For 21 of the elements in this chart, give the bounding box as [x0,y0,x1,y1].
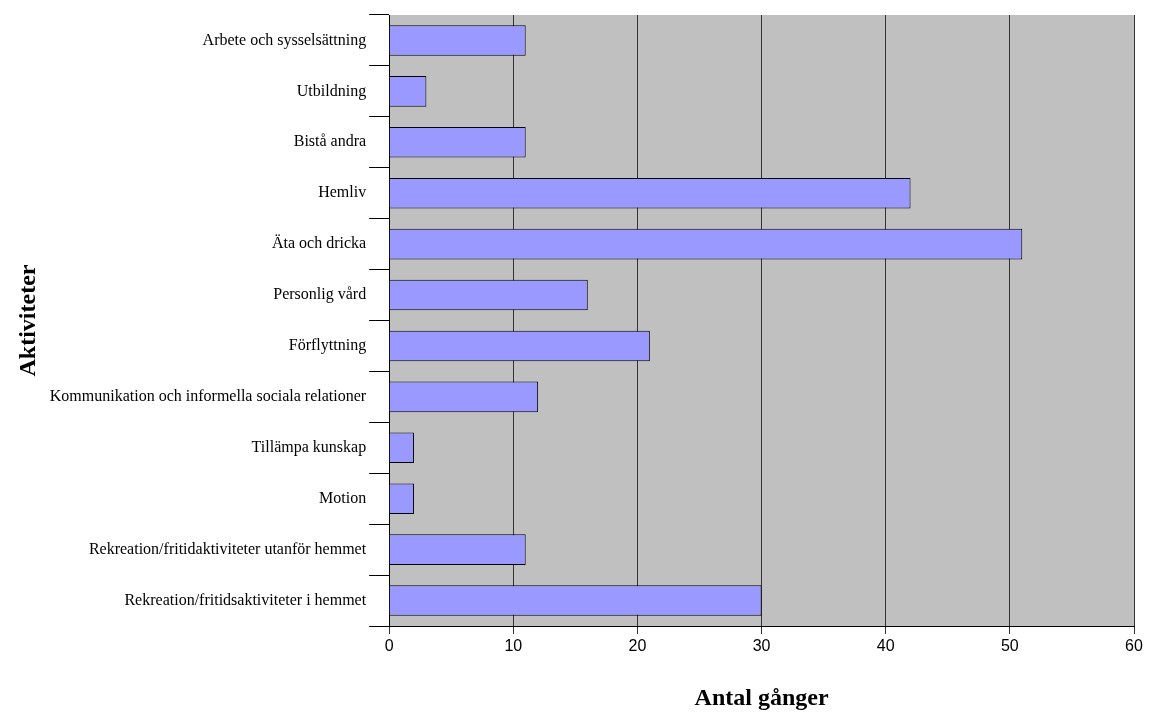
y-axis-title: Aktiviteter [13,264,40,377]
y-tick-label: Personlig vård [273,285,367,304]
y-tick-label: Hemliv [318,183,367,201]
x-tick-label: 50 [1000,637,1019,655]
x-tick-label: 60 [1125,637,1143,655]
x-axis-title: Antal gånger [694,683,829,710]
y-tick-label: Förflyttning [288,336,367,355]
y-tick-label: Rekreation/fritidaktiviteter utanför hemmet [88,539,367,557]
y-tick-label: Utbildning [296,81,367,100]
y-tick-label: Äta och dricka [271,234,367,252]
y-tick-label: Kommunikation och informella sociala relationer [49,387,367,405]
y-tick-label: Motion [319,488,367,506]
x-tick-label: 30 [752,637,771,655]
x-tick-label: 10 [504,637,523,655]
y-tick-label: Arbete och sysselsättning [202,30,367,49]
y-tick-label: Rekreation/fritidsaktiviteter i hemmet [124,590,367,608]
y-tick-label: Bistå andra [293,132,367,150]
y-tick-label: Tillämpa kunskap [251,437,367,456]
x-tick-label: 40 [876,637,895,655]
x-tick-label: 20 [628,637,647,655]
x-tick-label: 0 [384,637,394,655]
